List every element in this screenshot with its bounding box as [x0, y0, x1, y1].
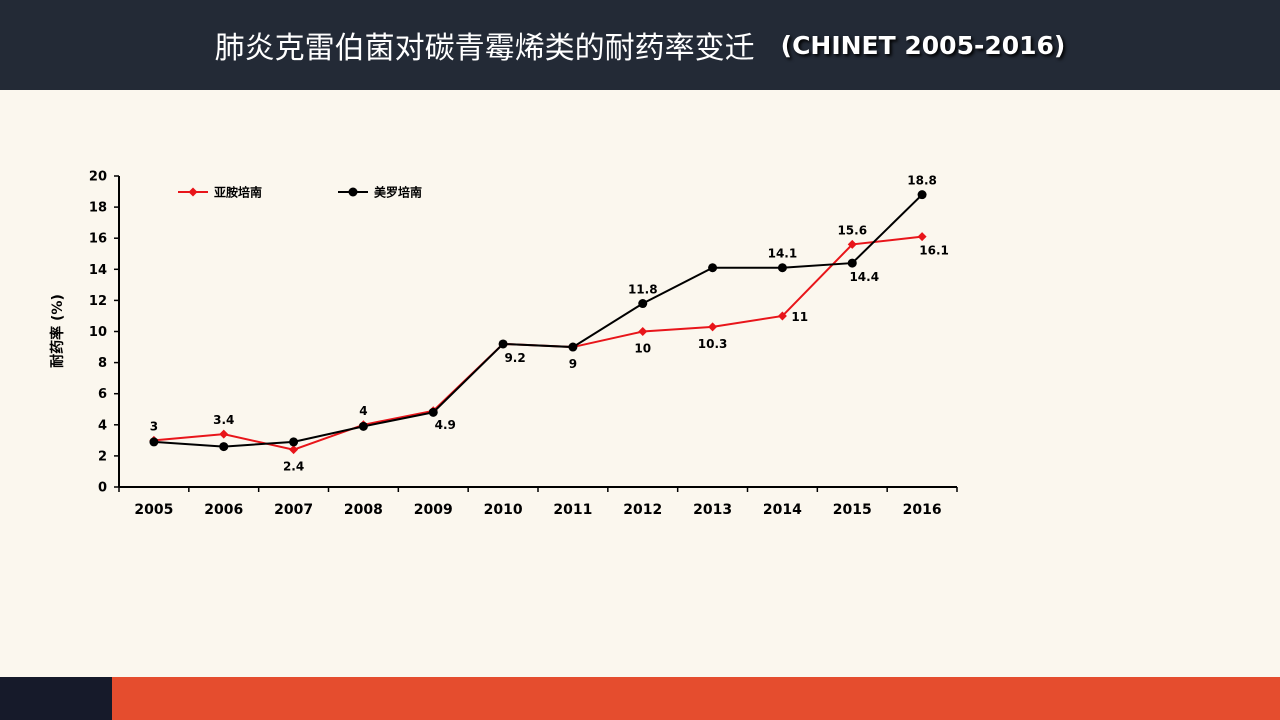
x-tick-label: 2016 [903, 502, 942, 518]
footer-dark-block [0, 677, 112, 720]
data-point-diamond [289, 445, 299, 455]
data-label: 10.3 [698, 337, 728, 351]
y-tick-label: 20 [89, 170, 107, 185]
data-point-circle [358, 421, 368, 431]
data-point-diamond [708, 322, 718, 332]
y-tick-label: 14 [89, 263, 107, 278]
x-tick-label: 2007 [274, 502, 313, 518]
data-point-circle [777, 263, 787, 273]
data-point-diamond [638, 327, 648, 336]
legend-label: 亚胺培南 [214, 185, 262, 200]
data-point-diamond [219, 429, 229, 439]
data-point-circle [847, 258, 857, 268]
y-tick-label: 12 [89, 294, 107, 309]
legend-label: 美罗培南 [374, 185, 422, 200]
data-label: 14.4 [849, 270, 879, 284]
x-tick-label: 2013 [693, 502, 732, 518]
data-point-circle [568, 342, 578, 352]
x-tick-label: 2006 [204, 502, 243, 518]
data-label: 11 [791, 310, 808, 324]
data-point-diamond [777, 311, 787, 321]
x-tick-label: 2015 [833, 502, 872, 518]
y-tick-label: 10 [89, 325, 107, 340]
data-label: 4 [359, 404, 367, 418]
title-chinese: 肺炎克雷伯菌对碳青霉烯类的耐药率变迁 [214, 31, 755, 66]
data-point-circle [498, 339, 508, 349]
x-tick-label: 2010 [484, 502, 523, 518]
data-label: 9.2 [504, 351, 525, 365]
y-tick-label: 4 [98, 418, 107, 433]
x-tick-label: 2008 [344, 502, 383, 518]
data-point-diamond [917, 232, 927, 242]
data-point-circle [638, 299, 648, 309]
series-line [153, 193, 923, 448]
data-point-diamond [847, 239, 857, 249]
footer-red-bar [112, 677, 1280, 720]
data-label: 18.8 [907, 174, 937, 188]
data-label: 9 [569, 357, 577, 371]
data-label: 16.1 [919, 244, 949, 258]
data-label: 3.4 [213, 413, 234, 427]
data-point-circle [917, 190, 927, 200]
data-label: 4.9 [435, 418, 456, 432]
y-tick-label: 0 [98, 481, 107, 496]
data-point-circle [219, 442, 229, 452]
x-tick-label: 2012 [623, 502, 662, 518]
data-point-circle [149, 437, 159, 447]
y-tick-label: 8 [98, 356, 107, 371]
y-tick-label: 2 [98, 449, 107, 464]
data-label: 2.4 [283, 460, 304, 474]
header-bar [0, 0, 1280, 90]
page-title: 肺炎克雷伯菌对碳青霉烯类的耐药率变迁 (CHINET 2005-2016) [0, 0, 1280, 90]
title-english: (CHINET 2005-2016) [780, 30, 1066, 60]
data-label: 15.6 [837, 223, 867, 237]
y-tick-label: 6 [98, 387, 107, 402]
data-label: 14.1 [768, 247, 798, 261]
data-point-diamond [188, 187, 198, 197]
x-tick-label: 2009 [414, 502, 453, 518]
data-point-circle [289, 437, 299, 447]
series-line [153, 235, 923, 451]
y-tick-label: 16 [89, 232, 107, 247]
y-tick-label: 18 [89, 201, 107, 216]
data-label: 3 [150, 419, 158, 433]
data-point-circle [428, 407, 438, 417]
x-tick-label: 2014 [763, 502, 802, 518]
data-point-circle [348, 187, 358, 197]
data-label: 11.8 [628, 283, 658, 297]
y-axis-label: 耐药率 (%) [49, 294, 66, 368]
x-tick-label: 2005 [134, 502, 173, 518]
x-tick-label: 2011 [553, 502, 592, 518]
data-label: 10 [634, 342, 651, 356]
data-point-circle [708, 263, 718, 273]
